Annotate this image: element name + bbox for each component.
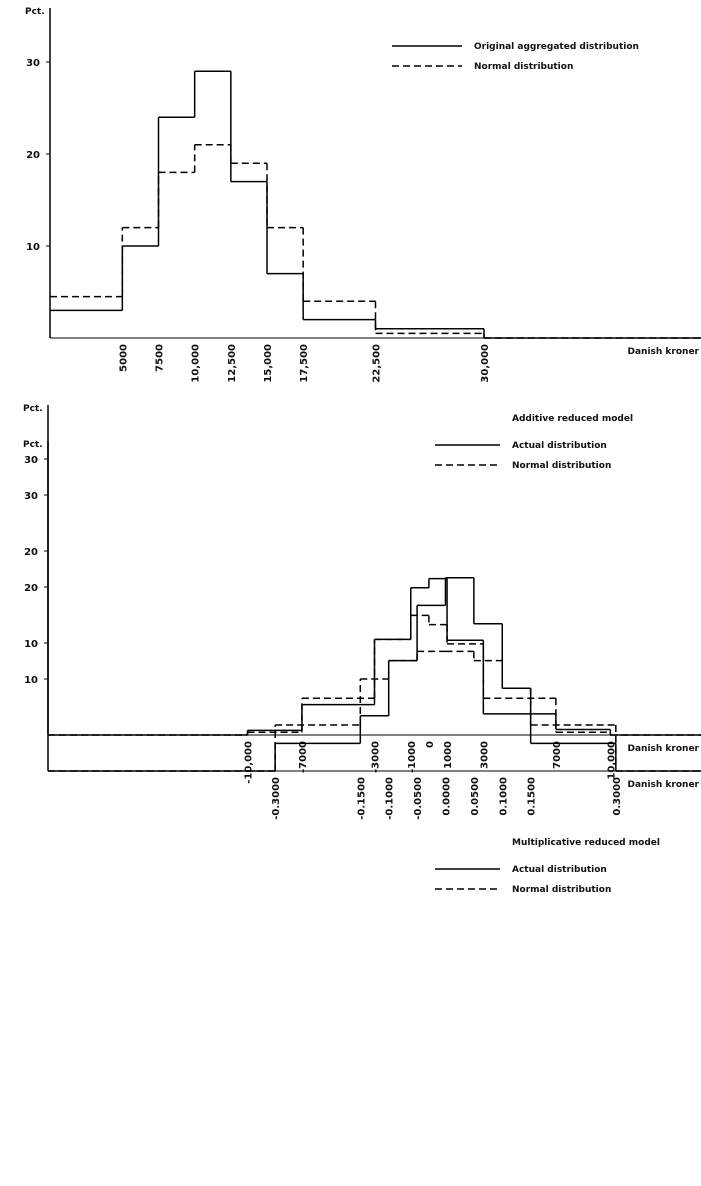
x-tick-label: 1000 (443, 741, 454, 769)
x-tick-label: -10,000 (244, 741, 255, 784)
legend-title: Additive reduced model (512, 414, 633, 424)
y-tick-label: 10 (24, 675, 38, 686)
x-axis-label: Danish kroner (628, 780, 700, 790)
legend-label: Actual distribution (512, 441, 607, 451)
x-tick-label: -7000 (298, 741, 309, 773)
x-tick-label: 0.3000 (612, 777, 623, 816)
legend-label: Actual distribution (512, 865, 607, 875)
x-tick-label: -0.0500 (413, 777, 424, 820)
x-tick-label: 0 (425, 741, 436, 748)
x-tick-label: -0.1500 (356, 777, 367, 820)
x-tick-label: 22,500 (372, 344, 383, 383)
x-tick-label: 3000 (479, 741, 490, 769)
legend-label: Normal distribution (512, 461, 611, 471)
x-tick-label: 0.0500 (470, 777, 481, 816)
legend-label: Normal distribution (512, 885, 611, 895)
y-axis-label: Pct. (23, 440, 43, 450)
x-tick-label: 0.0000 (441, 777, 452, 816)
y-tick-label: 20 (24, 583, 38, 594)
chart: Pct. 10 20 30 5000 7500 10,000 12,500 15,000 17,5… (25, 7, 701, 383)
x-tick-label: -0.3000 (271, 777, 282, 820)
x-tick-label: 7000 (552, 741, 563, 769)
x-tick-label: 30,000 (480, 344, 491, 383)
x-tick-label: -3000 (371, 741, 382, 773)
y-tick-label: 20 (26, 150, 40, 161)
x-tick-label: 0.1000 (498, 777, 509, 816)
y-axis-label: Pct. (23, 404, 43, 414)
chart: Pct. 10 20 30 -0.3000 -0.1500 -0.1000 -0.0500 0.… (23, 440, 701, 895)
y-tick-label: 20 (24, 547, 38, 558)
x-tick-label: 0.1500 (527, 777, 538, 816)
y-tick-label: 30 (26, 58, 40, 69)
x-axis-label: Danish kroner (628, 744, 700, 754)
x-tick-label: -1000 (407, 741, 418, 773)
x-tick-label: 10,000 (191, 344, 202, 383)
x-tick-label: 12,500 (227, 344, 238, 383)
x-tick-label: 17,500 (299, 344, 310, 383)
x-tick-label: -0.1000 (385, 777, 396, 820)
y-tick-label: 10 (26, 242, 40, 253)
legend-label: Normal distribution (474, 62, 573, 72)
legend-title: Multiplicative reduced model (512, 838, 660, 848)
chart: Pct. 10 20 30 -10,000 -7000 -3000 -1000 0 1000 300… (23, 404, 701, 784)
legend-label: Original aggregated distribution (474, 42, 639, 52)
x-tick-label: 15,000 (263, 344, 274, 383)
y-tick-label: 30 (24, 455, 38, 466)
x-tick-label: 7500 (155, 344, 166, 372)
x-axis-label: Danish kroner (628, 347, 700, 357)
y-tick-label: 30 (24, 491, 38, 502)
y-axis-label: Pct. (25, 7, 45, 17)
x-tick-label: 5000 (118, 344, 129, 372)
y-tick-label: 10 (24, 639, 38, 650)
x-tick-label: 10,000 (606, 741, 617, 780)
